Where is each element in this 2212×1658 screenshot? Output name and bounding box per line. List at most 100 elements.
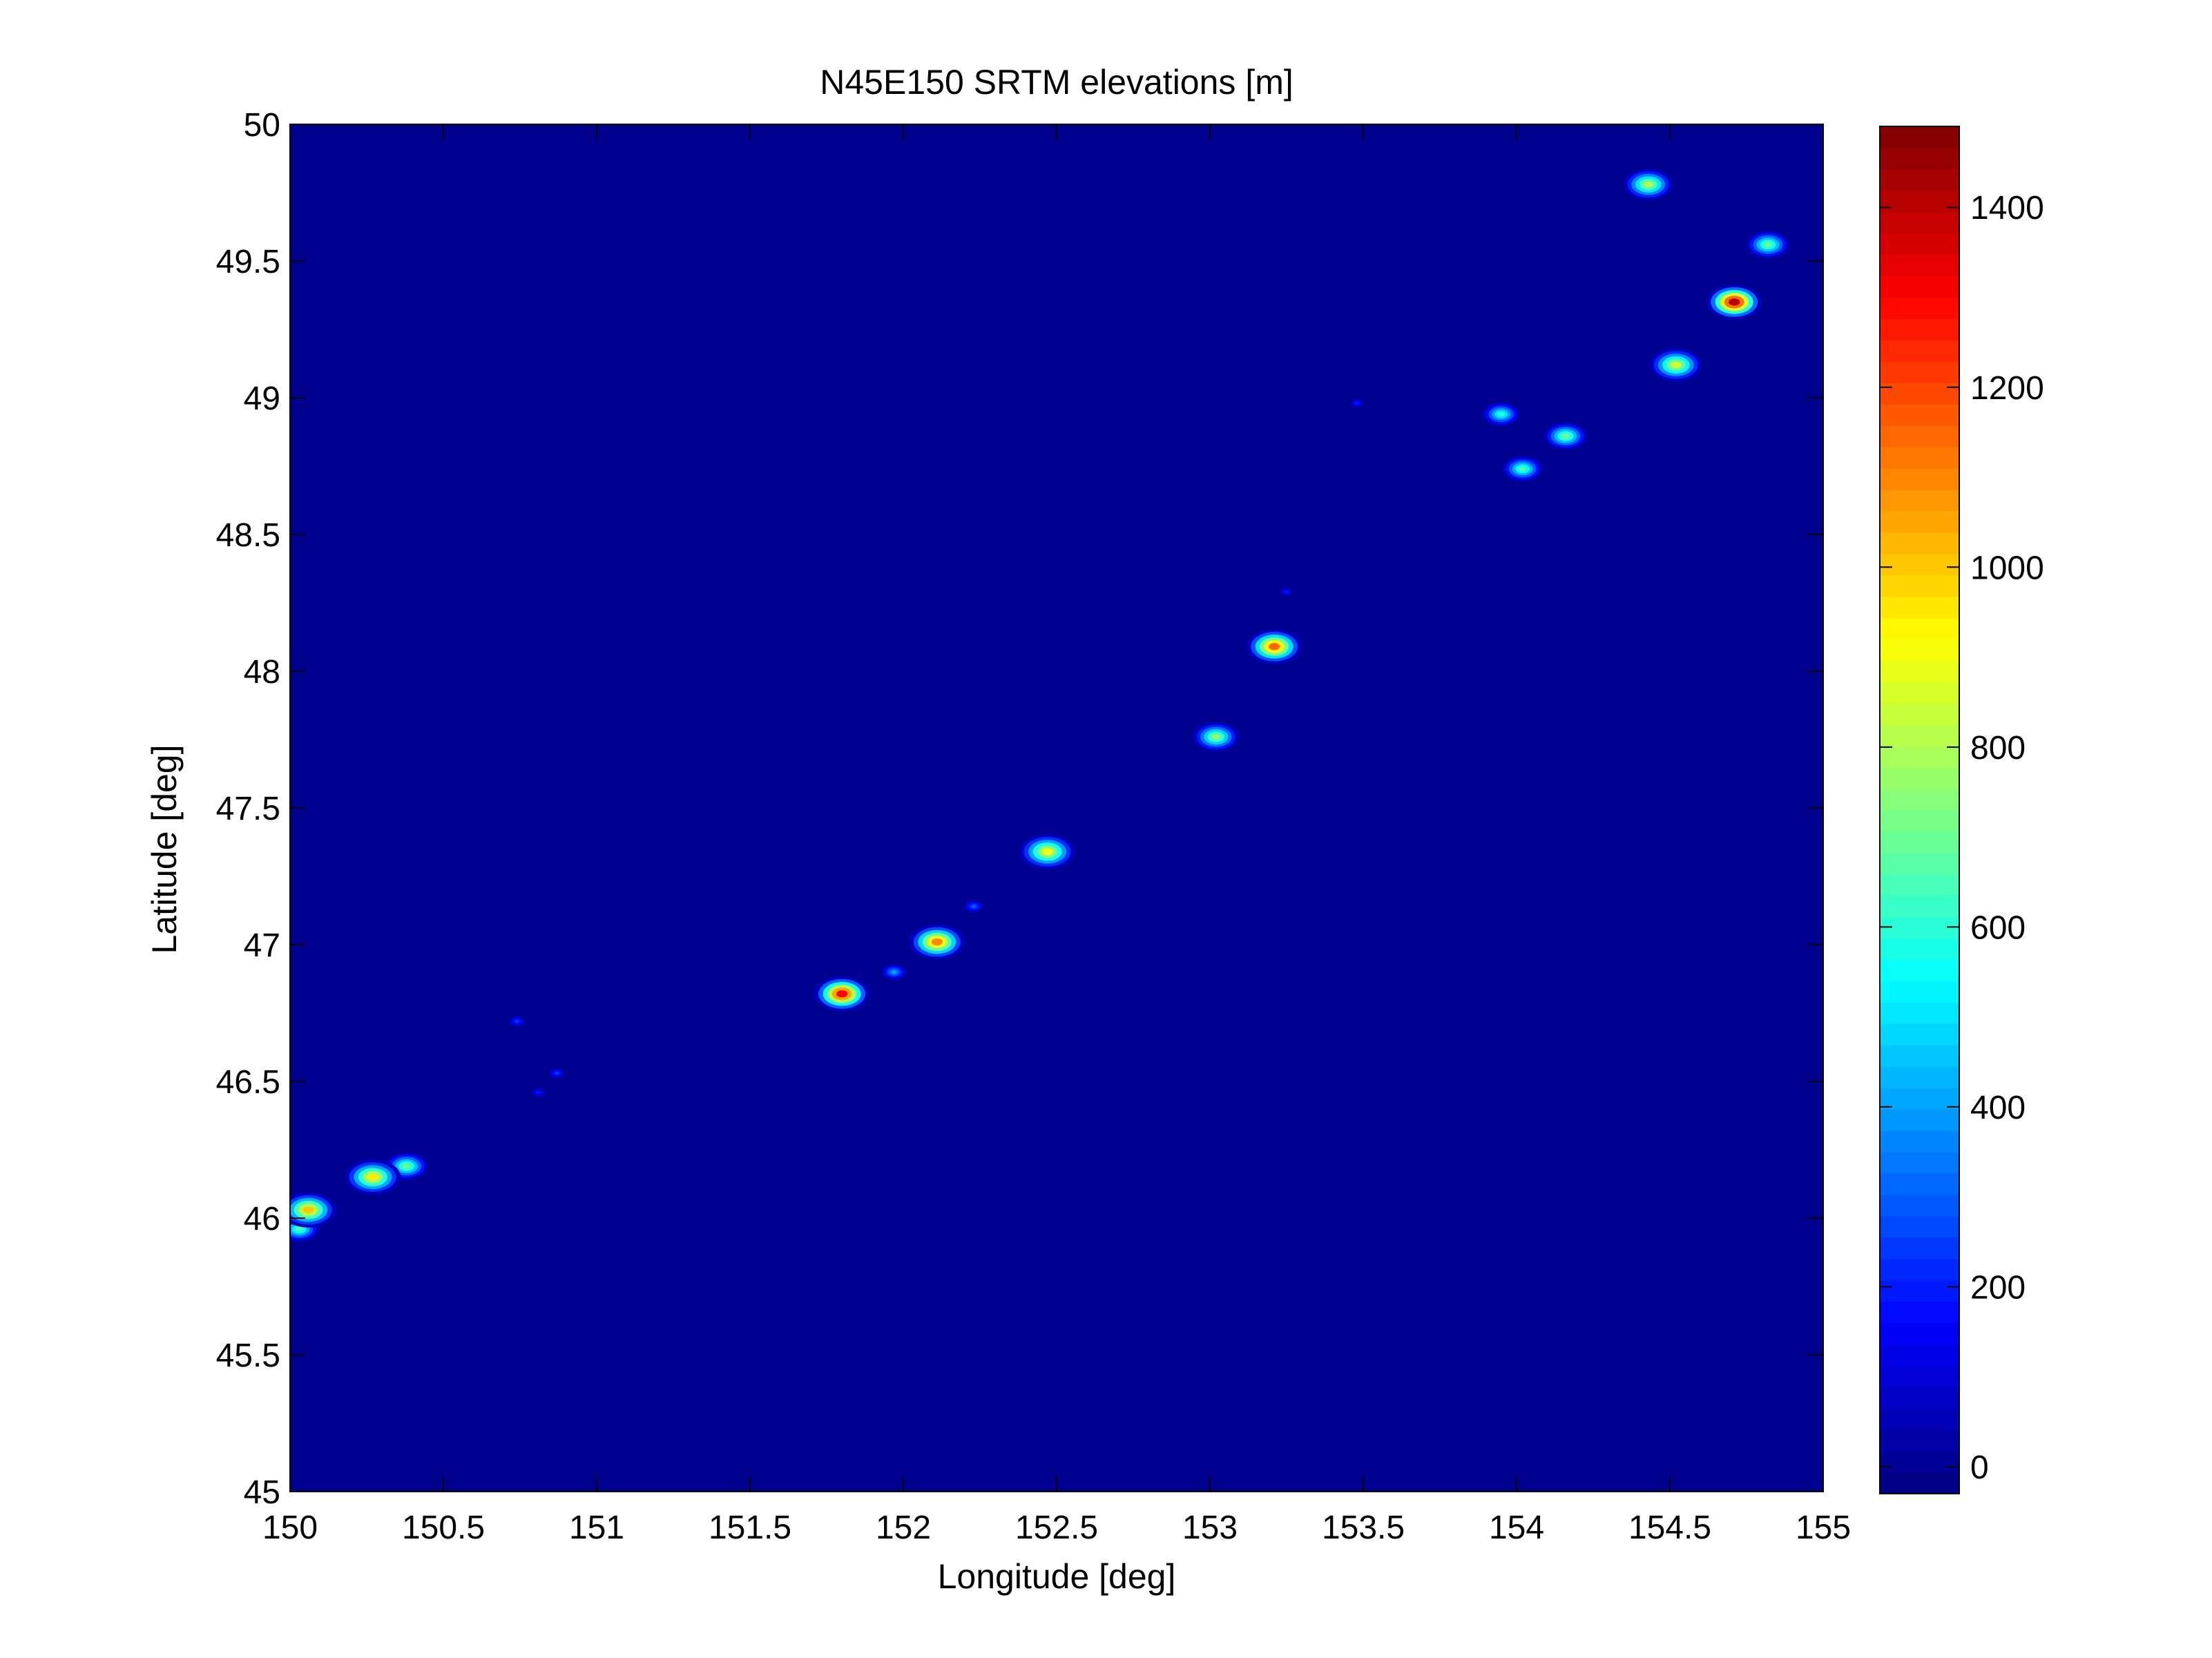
colorbar-band <box>1880 211 1959 234</box>
elevation-contour <box>1285 591 1288 593</box>
colorbar-gradient <box>1880 126 1959 1494</box>
colorbar-band <box>1880 1130 1959 1153</box>
colorbar-band <box>1880 831 1959 854</box>
x-tick-label: 154.5 <box>1628 1510 1711 1546</box>
colorbar-band <box>1880 510 1959 533</box>
colorbar-band <box>1880 789 1959 811</box>
y-tick-label: 50 <box>244 107 280 144</box>
colorbar-band <box>1880 340 1959 362</box>
x-tick-label: 150 <box>262 1510 318 1546</box>
x-tick-label: 152.5 <box>1015 1510 1098 1546</box>
elevation-feature <box>1706 284 1762 320</box>
colorbar-band <box>1880 1088 1959 1110</box>
colorbar-band <box>1880 1023 1959 1045</box>
colorbar-band <box>1880 1365 1959 1387</box>
y-tick-label: 46 <box>244 1201 280 1237</box>
colorbar-band <box>1880 276 1959 298</box>
elevation-contour <box>537 1091 540 1093</box>
plot-area <box>290 124 1823 1492</box>
elevation-feature <box>1543 422 1588 450</box>
colorbar-band <box>1880 596 1959 619</box>
elevation-contour <box>892 970 897 974</box>
colorbar-band <box>1880 639 1959 662</box>
elevation-contour <box>836 990 848 998</box>
elevation-contour <box>402 1163 412 1169</box>
colorbar-band <box>1880 1045 1959 1067</box>
x-tick-label: 150.5 <box>402 1510 485 1546</box>
elevation-feature <box>881 964 907 980</box>
elevation-contour <box>1211 733 1221 740</box>
colorbar-band <box>1880 489 1959 512</box>
elevation-feature <box>345 1159 401 1195</box>
colorbar-band <box>1880 1451 1959 1473</box>
elevation-contour <box>1356 402 1358 405</box>
plot-background <box>290 124 1823 1492</box>
colorbar-band <box>1880 767 1959 789</box>
elevation-contour <box>1763 242 1773 248</box>
elevation-feature <box>1482 402 1520 426</box>
colorbar-band <box>1880 959 1959 982</box>
x-axis-ticks: 150 150.5 151 151.5 152 152.5 153 153.5 154 154.5… <box>262 124 1851 1546</box>
elevation-feature <box>290 1192 337 1228</box>
y-tick-label: 48 <box>244 654 280 691</box>
colorbar-band <box>1880 746 1959 768</box>
elevation-feature <box>1019 833 1076 869</box>
colorbar-band <box>1880 874 1959 896</box>
elevation-feature <box>532 1088 545 1097</box>
elevation-feature <box>1246 628 1302 664</box>
y-tick-label: 47 <box>244 927 280 964</box>
x-tick-label: 153.5 <box>1322 1510 1405 1546</box>
y-tick-label: 49 <box>244 380 280 417</box>
x-tick-label: 154 <box>1489 1510 1544 1546</box>
colorbar-tick-label: 1400 <box>1970 190 2044 226</box>
colorbar-frame <box>1879 126 1960 1494</box>
colorbar-band <box>1880 617 1959 640</box>
elevation-contour <box>1729 298 1740 306</box>
colorbar-band <box>1880 1408 1959 1430</box>
colorbar-band <box>1880 361 1959 383</box>
elevation-contour <box>515 1020 519 1023</box>
y-tick-label: 46.5 <box>216 1064 280 1101</box>
elevation-feature <box>964 900 983 913</box>
elevation-features <box>290 168 1790 1242</box>
colorbar-band <box>1880 1066 1959 1088</box>
colorbar-band <box>1880 254 1959 277</box>
colorbar-ticks: 0 200 400 600 800 1000 1200 1400 <box>1880 190 2044 1486</box>
colorbar-band <box>1880 1258 1959 1281</box>
x-tick-label: 151 <box>569 1510 624 1546</box>
y-axis-label: Latitude [deg] <box>145 744 184 954</box>
colorbar: 0 200 400 600 800 1000 1200 1400 <box>1879 126 2044 1494</box>
colorbar-band <box>1880 1301 1959 1324</box>
colorbar-band <box>1880 1472 1959 1494</box>
elevation-contour <box>1519 466 1527 472</box>
colorbar-band <box>1880 938 1959 961</box>
colorbar-band <box>1880 297 1959 320</box>
x-tick-label: 152 <box>876 1510 931 1546</box>
colorbar-band <box>1880 810 1959 832</box>
colorbar-band <box>1880 1429 1959 1452</box>
colorbar-band <box>1880 468 1959 490</box>
elevation-feature <box>814 976 870 1012</box>
colorbar-tick-label: 600 <box>1970 909 2026 946</box>
colorbar-band <box>1880 404 1959 426</box>
y-tick-label: 48.5 <box>216 517 280 554</box>
colorbar-tick-label: 200 <box>1970 1269 2026 1306</box>
colorbar-band <box>1880 852 1959 875</box>
colorbar-tick-label: 0 <box>1970 1449 1989 1486</box>
colorbar-band <box>1880 703 1959 725</box>
colorbar-band <box>1880 1280 1959 1302</box>
elevation-feature <box>1502 456 1543 482</box>
colorbar-band <box>1880 1322 1959 1345</box>
elevation-contour <box>1269 643 1280 650</box>
colorbar-band <box>1880 1387 1959 1409</box>
elevation-contour <box>931 938 943 946</box>
colorbar-band <box>1880 1344 1959 1366</box>
colorbar-tick-label: 1000 <box>1970 550 2044 586</box>
colorbar-band <box>1880 190 1959 213</box>
colorbar-band <box>1880 724 1959 746</box>
elevation-contour <box>555 1072 559 1074</box>
colorbar-band <box>1880 660 1959 682</box>
x-tick-label: 151.5 <box>709 1510 791 1546</box>
elevation-contour <box>1041 848 1053 856</box>
